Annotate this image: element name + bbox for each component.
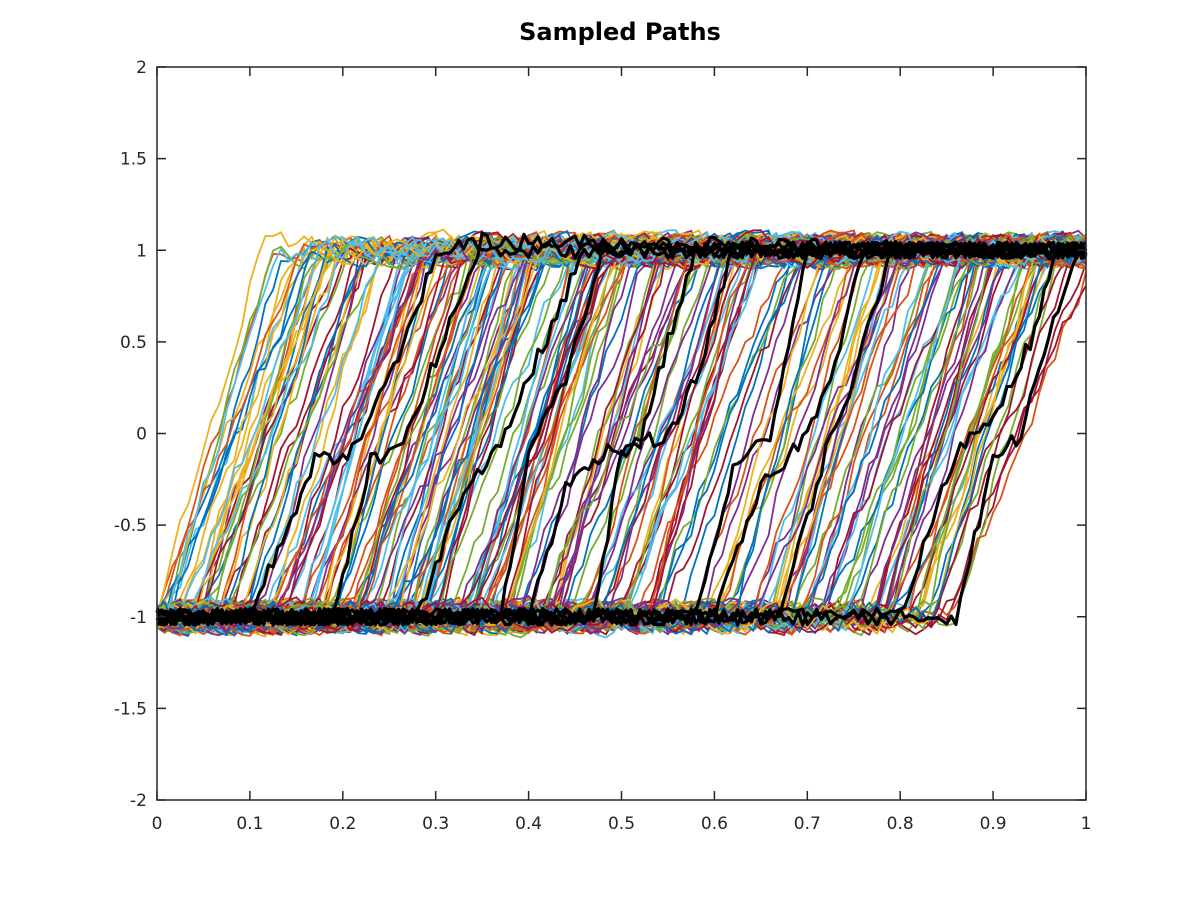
highlighted-path (156, 241, 1088, 627)
x-tick-label: 0.7 (794, 814, 821, 834)
x-tick-label: 0.6 (701, 814, 728, 834)
y-tick-label: -0.5 (114, 516, 147, 536)
x-tick-label: 0.4 (515, 814, 542, 834)
y-tick-label: -1 (130, 608, 147, 628)
x-tick-label: 0.3 (422, 814, 449, 834)
highlighted-paths (155, 231, 1088, 627)
x-tick-label: 0.1 (236, 814, 263, 834)
y-tick-label: -1.5 (114, 699, 147, 719)
y-tick-label: 2 (136, 58, 147, 78)
axes: 0 0.1 0.2 0.3 0.4 0.5 0.6 0.7 0.8 0.9 1 2 1.5 1 0.5 0 -0… (114, 58, 1092, 834)
x-tick-label: 0.2 (329, 814, 356, 834)
x-tick-label: 1 (1081, 814, 1092, 834)
axes-box (156, 66, 1087, 801)
x-tick-label: 0.9 (980, 814, 1007, 834)
chart-title: Sampled Paths (519, 18, 721, 46)
x-tick-label: 0 (152, 814, 163, 834)
highlighted-path (155, 241, 1087, 627)
y-tick-label: -2 (130, 791, 147, 811)
x-tick-label: 0.5 (608, 814, 635, 834)
y-tick-label: 1.5 (120, 150, 147, 170)
y-tick-label: 0.5 (120, 333, 147, 353)
x-tick-label: 0.8 (887, 814, 914, 834)
sample-paths (156, 228, 1087, 639)
y-tick-label: 0 (136, 425, 147, 445)
y-tick-label: 1 (136, 241, 147, 261)
